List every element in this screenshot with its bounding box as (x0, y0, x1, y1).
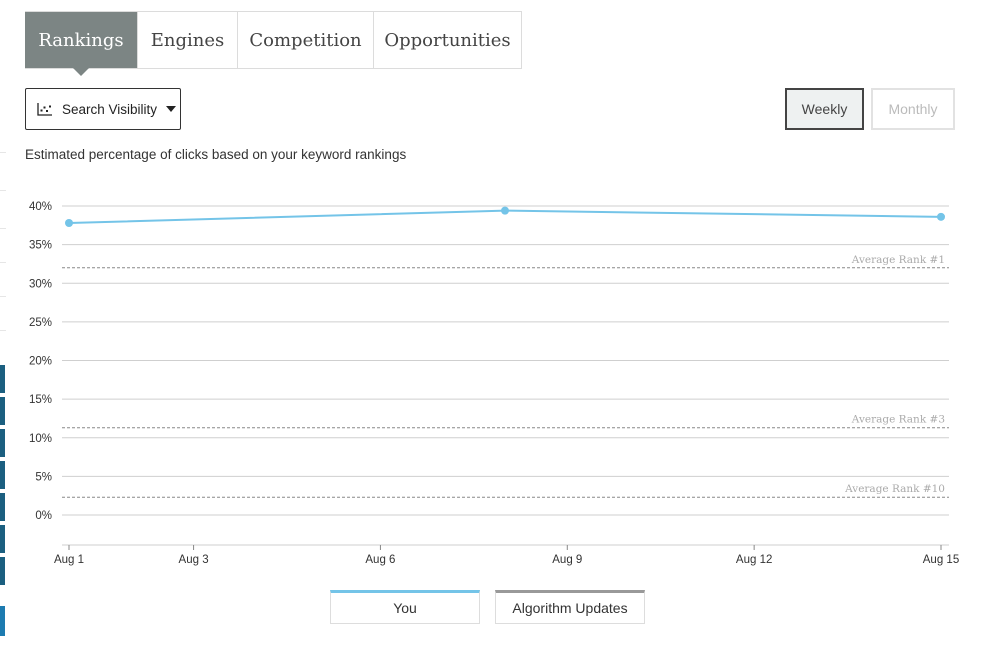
x-tick-label: Aug 12 (736, 554, 772, 566)
y-tick-label: 5% (35, 471, 52, 483)
sidebar-item[interactable] (0, 525, 5, 553)
x-tick-label: Aug 1 (54, 554, 84, 566)
sidebar-divider (0, 190, 6, 191)
tab-engines[interactable]: Engines (137, 12, 237, 68)
x-tick-label: Aug 15 (923, 554, 959, 566)
data-point (501, 206, 509, 215)
sidebar-item[interactable] (0, 365, 5, 393)
y-tick-label: 15% (29, 394, 52, 406)
sidebar-item[interactable] (0, 606, 5, 636)
sidebar-item[interactable] (0, 461, 5, 489)
sidebar-divider (0, 330, 6, 331)
y-tick-label: 20% (29, 356, 52, 368)
reference-line-label: Average Rank #1 (851, 254, 945, 266)
sidebar-divider (0, 296, 6, 297)
x-tick-label: Aug 3 (179, 554, 209, 566)
sidebar-item[interactable] (0, 397, 5, 425)
sidebar-divider (0, 262, 6, 263)
x-tick-label: Aug 9 (552, 554, 582, 566)
data-point (937, 212, 945, 221)
sidebar-item[interactable] (0, 493, 5, 521)
x-tick-label: Aug 6 (365, 554, 395, 566)
legend-algorithm-updates-button[interactable]: Algorithm Updates (495, 590, 645, 624)
report-tabs: Rankings Engines Competition Opportuniti… (25, 11, 522, 76)
scatter-chart-icon (37, 103, 52, 116)
sidebar-edge (0, 0, 6, 656)
sidebar-item[interactable] (0, 557, 5, 585)
weekly-button[interactable]: Weekly (785, 88, 864, 130)
visibility-chart: Average Rank #1 Average Rank #3 Average Ra… (29, 201, 959, 566)
data-point (65, 218, 73, 227)
tab-opportunities[interactable]: Opportunities (373, 12, 521, 68)
chart-subtitle: Estimated percentage of clicks based on … (25, 147, 407, 162)
reference-line-label: Average Rank #10 (844, 483, 945, 495)
y-tick-label: 40% (29, 201, 52, 213)
legend-you-button[interactable]: You (330, 590, 480, 624)
metric-dropdown[interactable]: Search Visibility (25, 88, 181, 130)
y-tick-label: 30% (29, 278, 52, 290)
y-tick-label: 25% (29, 317, 52, 329)
y-tick-label: 35% (29, 240, 52, 252)
sidebar-item[interactable] (0, 429, 5, 457)
monthly-button[interactable]: Monthly (871, 88, 955, 130)
reference-line-label: Average Rank #3 (851, 414, 945, 426)
chevron-down-icon (166, 106, 177, 112)
tab-rankings[interactable]: Rankings (25, 12, 137, 76)
y-tick-label: 10% (29, 433, 52, 445)
metric-dropdown-label: Search Visibility (62, 101, 158, 117)
y-tick-label: 0% (35, 510, 52, 522)
sidebar-divider (0, 152, 6, 153)
tab-competition[interactable]: Competition (237, 12, 373, 68)
sidebar-divider (0, 228, 6, 229)
